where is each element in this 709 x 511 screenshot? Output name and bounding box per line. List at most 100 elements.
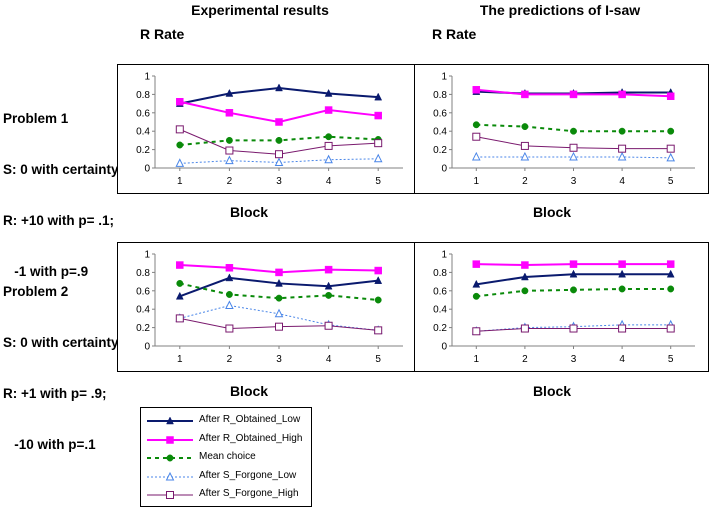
problem-title: Problem 2 [3, 284, 69, 299]
y-tick-label: 0.4 [136, 127, 150, 138]
data-point [666, 269, 675, 278]
x-tick-label: 2 [227, 176, 233, 187]
x-tick-label: 1 [474, 354, 480, 365]
y-tick-label: 0.2 [136, 323, 150, 334]
x-tick-label: 1 [474, 176, 480, 187]
data-point [666, 324, 675, 333]
series-after-s-forgone-high [175, 125, 383, 159]
x-axis-label: Block [532, 383, 572, 399]
data-point [275, 322, 283, 331]
chart-frame [414, 242, 709, 372]
data-point [324, 141, 333, 150]
x-tick-label: 5 [375, 176, 381, 187]
data-point [618, 144, 627, 153]
data-point [472, 260, 481, 268]
data-point [275, 294, 283, 302]
data-point [225, 324, 234, 333]
data-point [374, 276, 383, 284]
data-point [374, 139, 383, 148]
x-tick-label: 2 [522, 354, 528, 365]
data-point [666, 144, 675, 153]
data-point [325, 291, 333, 299]
series-mean-choice [472, 285, 675, 300]
data-point [176, 261, 184, 269]
x-tick-label: 5 [668, 354, 674, 365]
y-tick-label: 0.4 [433, 127, 447, 138]
data-point [521, 123, 529, 131]
legend-marker [166, 435, 174, 444]
series-after-r-obtained-low [175, 273, 383, 300]
legend-marker [166, 416, 174, 425]
y-tick-label: 0.2 [136, 145, 150, 156]
data-point [472, 121, 480, 129]
data-point [666, 92, 675, 100]
legend-label: After S_Forgone_Low [199, 469, 297, 481]
data-point [324, 281, 333, 290]
problem-1-description: Problem 1 S: 0 with certainty R: +10 wit… [3, 76, 119, 297]
data-point [520, 151, 530, 161]
y-tick-label: 0.6 [136, 108, 150, 119]
data-point [176, 279, 184, 287]
data-point [618, 90, 626, 99]
data-point [666, 152, 676, 162]
data-point [225, 109, 234, 117]
series-after-s-forgone-high [472, 324, 675, 336]
series-line [179, 158, 379, 164]
y-tick-label: 0.2 [433, 323, 447, 334]
series-after-s-forgone-high [472, 132, 675, 153]
legend-swatch [147, 491, 193, 499]
chart-frame [117, 64, 417, 194]
data-point [666, 260, 675, 268]
data-point [472, 86, 481, 94]
problem-line: S: 0 with certainty [3, 162, 119, 177]
legend-label: Mean choice [199, 451, 256, 462]
left-column-title: Experimental results [191, 2, 329, 18]
data-point [225, 300, 234, 310]
data-point [374, 326, 383, 335]
data-point [175, 158, 185, 167]
data-point [569, 90, 578, 99]
data-point [324, 88, 333, 97]
data-point [175, 125, 184, 134]
y-tick-label: 0.6 [136, 286, 150, 297]
series-after-r-obtained-high [472, 260, 675, 269]
data-point [618, 127, 626, 135]
series-after-r-obtained-high [176, 261, 382, 277]
data-point [618, 324, 627, 333]
y-tick-label: 0.2 [433, 145, 447, 156]
legend: After R_Obtained_Low After R_Obtained_Hig… [140, 407, 312, 507]
x-tick-label: 5 [668, 176, 674, 187]
data-point [374, 111, 382, 120]
x-tick-label: 3 [276, 354, 282, 365]
data-point [373, 153, 383, 163]
data-point [471, 151, 481, 161]
legend-swatch [147, 471, 193, 480]
data-point [374, 266, 382, 275]
data-point [618, 269, 627, 278]
y-tick-label: 0.8 [433, 90, 447, 101]
problem-line: -10 with p=.1 [3, 437, 96, 452]
series-after-s-forgone-low [471, 151, 676, 162]
y-tick-label: 0.4 [433, 305, 447, 316]
x-tick-label: 4 [326, 176, 332, 187]
x-tick-label: 3 [571, 354, 577, 365]
legend-swatch [147, 454, 193, 462]
y-tick-label: 0 [441, 164, 447, 175]
data-point [275, 268, 283, 277]
x-tick-label: 4 [326, 354, 332, 365]
data-point [521, 261, 529, 269]
series-after-s-forgone-low [175, 153, 383, 167]
data-point [274, 308, 284, 318]
data-point [569, 151, 578, 161]
data-point [521, 90, 529, 99]
data-point [618, 260, 626, 268]
data-point [275, 83, 283, 92]
data-point [225, 264, 234, 272]
x-tick-label: 1 [177, 354, 183, 365]
data-point [374, 296, 382, 304]
x-tick-label: 2 [227, 354, 233, 365]
y-tick-label: 1 [144, 72, 150, 83]
series-mean-choice [176, 279, 382, 304]
chart-problem1-isaw: 0 0.2 0.4 0.6 0.8 1 1 2 3 4 5 [414, 64, 709, 194]
data-point [275, 136, 283, 144]
